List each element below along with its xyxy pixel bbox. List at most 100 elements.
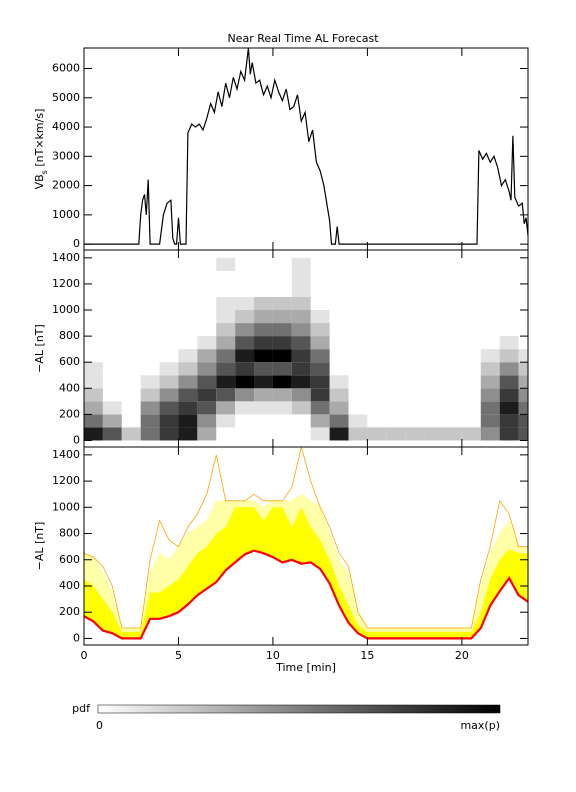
y-tick-label: 800 — [59, 527, 80, 540]
pdf-cell — [480, 427, 500, 441]
pdf-cell — [310, 427, 330, 441]
pdf-cell — [178, 349, 198, 363]
y-axis-label-part: [nT×km/s] — [33, 109, 46, 171]
pdf-cell — [84, 414, 103, 428]
pdf-cell — [499, 362, 519, 376]
pdf-cell — [216, 257, 236, 271]
pdf-cell — [235, 349, 255, 363]
pdf-cell — [178, 401, 198, 415]
pdf-cell — [348, 427, 368, 441]
pdf-cell — [518, 349, 528, 363]
pdf-cell — [84, 375, 103, 389]
pdf-cell — [272, 362, 292, 376]
plot-area — [84, 48, 528, 245]
pdf-cell — [272, 336, 292, 350]
pdf-cell — [291, 401, 311, 415]
pdf-cell — [197, 401, 217, 415]
pdf-cell — [310, 323, 330, 337]
x-tick-label: 15 — [360, 649, 374, 662]
pdf-cell — [424, 427, 443, 441]
pdf-cell — [499, 427, 519, 441]
pdf-cell — [197, 375, 217, 389]
y-tick-label: 400 — [59, 381, 80, 394]
colorbar — [97, 704, 501, 714]
y-tick-label: 4000 — [52, 120, 80, 133]
pdf-cell — [499, 401, 519, 415]
pdf-cell — [254, 362, 273, 376]
pdf-cell — [480, 375, 500, 389]
pdf-cell — [480, 388, 500, 402]
y-axis-label-part: s — [40, 170, 49, 174]
colorbar-max: max(p) — [460, 719, 500, 732]
pdf-cell — [235, 401, 255, 415]
data-line — [84, 48, 528, 245]
pdf-cell — [329, 375, 349, 389]
pdf-cell — [102, 401, 122, 415]
pdf-cell — [121, 427, 141, 441]
pdf-cell — [159, 414, 179, 428]
y-tick-label: 200 — [59, 605, 80, 618]
pdf-cell — [140, 401, 160, 415]
pdf-cell — [518, 388, 528, 402]
x-axis-label: Time [min] — [275, 661, 336, 674]
y-axis-label-part: −AL [nT] — [33, 522, 46, 571]
pdf-cell — [178, 388, 198, 402]
y-tick-label: 200 — [59, 407, 80, 420]
pdf-cell — [291, 323, 311, 337]
pdf-cell — [329, 388, 349, 402]
pdf-cell — [235, 375, 255, 389]
pdf-cell — [102, 414, 122, 428]
x-tick-label: 0 — [81, 649, 88, 662]
y-tick-label: 800 — [59, 329, 80, 342]
x-tick-label: 10 — [266, 649, 280, 662]
pdf-cell — [272, 349, 292, 363]
pdf-cell — [272, 296, 292, 311]
y-tick-label: 1000 — [52, 500, 80, 513]
pdf-cell — [480, 362, 500, 376]
pdf-cell — [272, 401, 292, 415]
pdf-cell — [159, 362, 179, 376]
pdf-cell — [84, 388, 103, 402]
pdf-cell — [216, 375, 236, 389]
y-axis-label-part: VB — [33, 174, 46, 189]
pdf-cell — [499, 336, 519, 350]
pdf-cell — [499, 349, 519, 363]
pdf-cell — [291, 336, 311, 350]
pdf-cell — [254, 310, 273, 324]
pdf-cell — [518, 414, 528, 428]
pdf-cell — [235, 388, 255, 402]
pdf-cell — [216, 296, 236, 311]
pdf-cell — [499, 388, 519, 402]
pdf-cell — [197, 349, 217, 363]
pdf-cell — [197, 414, 217, 428]
y-tick-label: 1200 — [52, 277, 80, 290]
pdf-cell — [291, 270, 311, 284]
pdf-cell — [254, 336, 273, 350]
pdf-cell — [235, 310, 255, 324]
y-tick-label: 3000 — [52, 149, 80, 162]
pdf-cell — [310, 310, 330, 324]
pdf-cell — [386, 427, 406, 441]
pdf-cell — [442, 427, 462, 441]
pdf-cell — [178, 427, 198, 441]
pdf-cell — [235, 336, 255, 350]
pdf-cell — [178, 362, 198, 376]
plot-area — [84, 257, 528, 441]
pdf-cell — [480, 349, 500, 363]
axes-box — [83, 47, 529, 251]
max-line — [84, 447, 528, 629]
y-tick-label: 600 — [59, 553, 80, 566]
x-tick-label: 20 — [455, 649, 469, 662]
pdf-cell — [480, 414, 500, 428]
pdf-cell — [159, 427, 179, 441]
pdf-cell — [291, 388, 311, 402]
median-line — [84, 549, 528, 640]
pdf-cell — [84, 362, 103, 376]
pdf-cell — [235, 362, 255, 376]
pdf-cell — [254, 401, 273, 415]
pdf-cell — [159, 401, 179, 415]
pdf-cell — [310, 388, 330, 402]
pdf-cell — [329, 401, 349, 415]
pdf-cell — [254, 323, 273, 337]
